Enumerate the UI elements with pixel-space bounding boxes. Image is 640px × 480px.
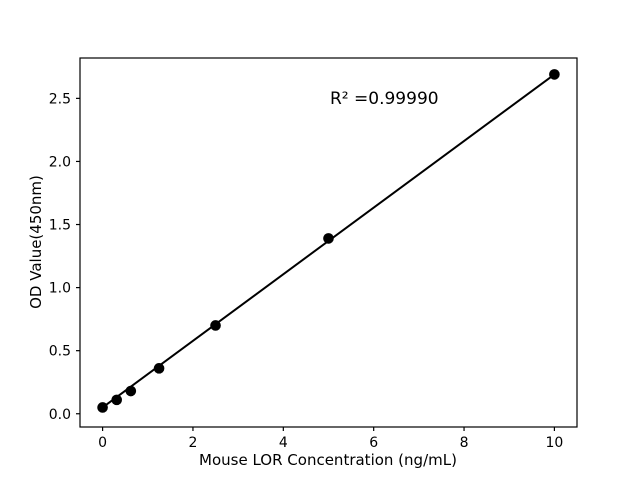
y-tick-label: 2.0 [49,154,71,170]
x-tick-label: 4 [279,435,288,451]
y-axis-label: OD Value(450nm) [27,175,45,309]
data-point [323,233,334,244]
data-point [153,363,165,374]
x-tick-label: 0 [98,435,107,451]
x-tick-label: 2 [188,435,197,451]
y-tick-label: 1.0 [49,281,71,297]
data-point [125,385,137,397]
data-point [210,320,221,331]
y-tick-label: 2.5 [49,91,71,107]
data-point [549,69,560,80]
x-tick-label: 8 [460,435,469,451]
x-tick-label: 10 [545,435,563,451]
y-tick-label: 0.5 [49,344,71,360]
axes-frame [79,57,578,428]
x-tick-label: 6 [369,435,378,451]
data-point [97,402,108,413]
r-squared-annotation: R² =0.99990 [330,89,439,109]
y-tick-label: 1.5 [49,218,71,234]
data-point [111,394,123,406]
x-axis-label: Mouse LOR Concentration (ng/mL) [199,451,457,469]
y-tick-label: 0.0 [49,407,71,423]
